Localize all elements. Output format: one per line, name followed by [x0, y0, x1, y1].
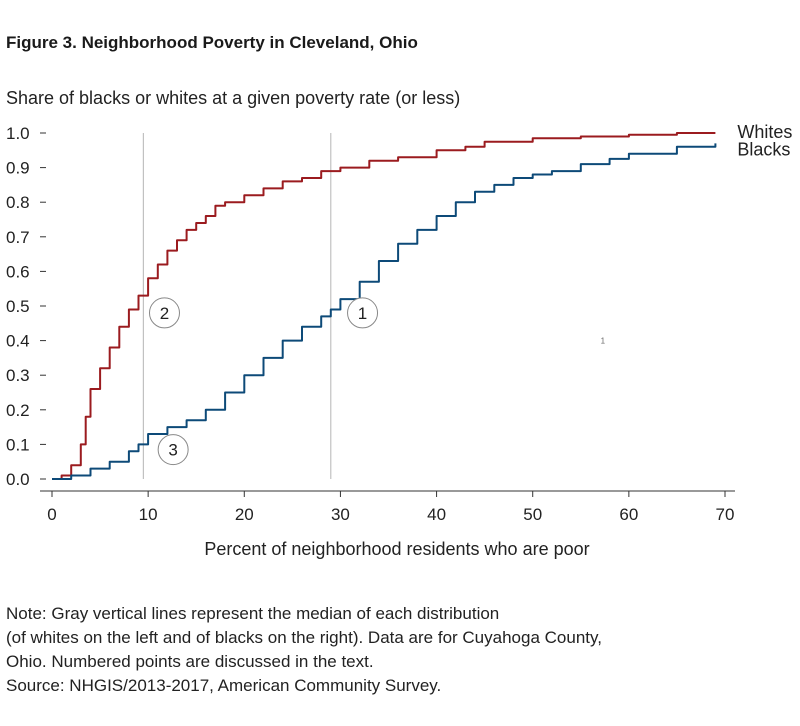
series-lines	[52, 132, 717, 480]
source-line: Source: NHGIS/2013-2017, American Commun…	[6, 676, 442, 695]
series-line-whites	[52, 132, 716, 480]
median-lines	[142, 133, 332, 479]
y-tick-label: 0.9	[6, 159, 30, 178]
y-tick-label: 1.0	[6, 124, 30, 143]
y-tick-label: 0.5	[6, 297, 30, 316]
annotations: 1 2 3 1	[148, 297, 606, 466]
chart-canvas: 0 10 20 30 40 50 60 70 0.0 0.1 0.2 0.3 0.4 0.5 0.6 0.7 0…	[6, 122, 792, 559]
annotation-circle	[157, 434, 189, 466]
annotation-circle	[148, 297, 180, 329]
y-tick-label: 0.8	[6, 193, 30, 212]
y-tick-label: 0.3	[6, 366, 30, 385]
series-line-blacks	[52, 143, 717, 480]
legend-label-blacks: Blacks	[737, 139, 790, 159]
x-tick-label: 0	[47, 505, 56, 524]
figure-title: Figure 3. Neighborhood Poverty in Clevel…	[6, 33, 418, 52]
y-tick-label: 0.7	[6, 228, 30, 247]
notes: Note: Gray vertical lines represent the …	[6, 602, 602, 698]
note-line: Ohio. Numbered points are discussed in t…	[6, 652, 374, 671]
x-tick-label: 10	[139, 505, 158, 524]
legend-label-whites: Whites	[737, 122, 792, 142]
x-axis-title: Percent of neighborhood residents who ar…	[204, 539, 589, 559]
annotation-circle	[347, 297, 379, 329]
annotation-label: 1	[358, 304, 367, 323]
annotation-label: 3	[168, 441, 177, 460]
x-tick-label: 70	[716, 505, 735, 524]
y-tick-label: 0.1	[6, 435, 30, 454]
annotation-label: 2	[160, 304, 169, 323]
x-tick-label: 50	[523, 505, 542, 524]
y-tick-label: 0.0	[6, 470, 30, 489]
x-tick-label: 20	[235, 505, 254, 524]
x-tick-label: 30	[331, 505, 350, 524]
stray-mark: 1	[601, 337, 606, 346]
x-tick-label: 40	[427, 505, 446, 524]
x-tick-label: 60	[619, 505, 638, 524]
y-axis-title: Share of blacks or whites at a given pov…	[6, 88, 461, 108]
note-line: Note: Gray vertical lines represent the …	[6, 604, 500, 623]
note-line: (of whites on the left and of blacks on …	[6, 628, 602, 647]
axes: 0 10 20 30 40 50 60 70 0.0 0.1 0.2 0.3 0.4 0.5 0.6 0.7 0…	[6, 124, 735, 524]
y-tick-label: 0.6	[6, 262, 30, 281]
y-tick-label: 0.4	[6, 332, 30, 351]
y-tick-label: 0.2	[6, 401, 30, 420]
